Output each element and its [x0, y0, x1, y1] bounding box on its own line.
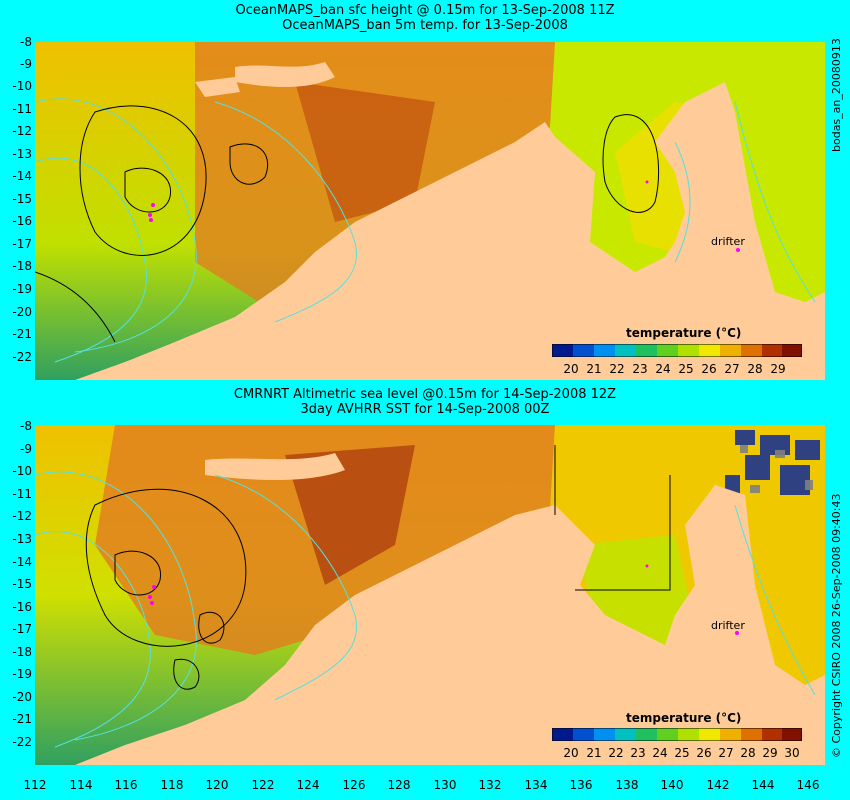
top-lat-tick: -10 — [12, 79, 32, 93]
lon-tick: 112 — [23, 778, 47, 792]
top-title-line1: OceanMAPS_ban sfc height @ 0.15m for 13-… — [235, 3, 615, 18]
bottom-cb-tick-29: 29 — [762, 746, 778, 760]
top-cb-tick-23: 23 — [632, 362, 648, 376]
top-lat-tick: -17 — [12, 237, 32, 251]
bottom-lat-tick: -22 — [12, 735, 32, 749]
bottom-lat-tick: -18 — [12, 645, 32, 659]
bottom-lat-tick: -8 — [20, 419, 32, 433]
lon-tick: 138 — [615, 778, 639, 792]
bottom-land — [75, 485, 825, 765]
top-drifter-markers — [148, 180, 740, 252]
bottom-lat-tick: -14 — [12, 555, 32, 569]
bottom-title-line1: CMRNRT Altimetric sea level @0.15m for 1… — [233, 387, 617, 402]
bottom-cb-tick-25: 25 — [674, 746, 690, 760]
bottom-map — [35, 425, 825, 765]
bottom-lat-tick: -21 — [12, 712, 32, 726]
lon-tick: 118 — [160, 778, 184, 792]
bottom-lat-tick: -15 — [12, 577, 32, 591]
lon-tick: 130 — [433, 778, 457, 792]
top-cb-tick-21: 21 — [586, 362, 602, 376]
lon-tick: 132 — [478, 778, 502, 792]
bottom-drifter-markers — [148, 564, 739, 635]
top-cb-tick-22: 22 — [609, 362, 625, 376]
bottom-lat-tick: -17 — [12, 622, 32, 636]
bottom-cb-tick-22: 22 — [608, 746, 624, 760]
top-cb-tick-24: 24 — [655, 362, 671, 376]
lon-tick: 134 — [524, 778, 548, 792]
top-cb-tick-29: 29 — [770, 362, 786, 376]
top-lat-tick: -20 — [12, 305, 32, 319]
bottom-lat-tick: -16 — [12, 600, 32, 614]
bottom-cb-tick-23: 23 — [630, 746, 646, 760]
top-lat-tick: -16 — [12, 214, 32, 228]
top-title-line2: OceanMAPS_ban 5m temp. for 13-Sep-2008 — [282, 18, 568, 33]
lon-tick: 120 — [205, 778, 229, 792]
bottom-lat-tick: -10 — [12, 464, 32, 478]
lon-tick: 144 — [751, 778, 775, 792]
top-land — [75, 82, 825, 380]
top-lat-tick: -13 — [12, 147, 32, 161]
bottom-lat-tick: -13 — [12, 532, 32, 546]
bottom-cloud-noise — [725, 430, 820, 495]
lon-tick: 136 — [569, 778, 593, 792]
top-lat-tick: -15 — [12, 192, 32, 206]
top-lat-tick: -9 — [20, 57, 32, 71]
lon-tick: 142 — [706, 778, 730, 792]
top-cb-tick-20: 20 — [563, 362, 579, 376]
bottom-colorbar-title: temperature (°C) — [626, 711, 742, 725]
bottom-cb-tick-20: 20 — [563, 746, 579, 760]
bottom-cb-tick-26: 26 — [696, 746, 712, 760]
top-lat-tick: -11 — [12, 102, 32, 116]
lon-tick: 116 — [114, 778, 138, 792]
lon-tick: 114 — [69, 778, 93, 792]
lon-tick: 140 — [660, 778, 684, 792]
bottom-title-line2: 3day AVHRR SST for 14-Sep-2008 00Z — [300, 402, 550, 417]
lon-tick: 126 — [342, 778, 366, 792]
top-cb-tick-25: 25 — [678, 362, 694, 376]
top-lat-tick: -21 — [12, 327, 32, 341]
top-lat-tick: -19 — [12, 282, 32, 296]
bottom-lat-tick: -20 — [12, 690, 32, 704]
top-cb-tick-27: 27 — [724, 362, 740, 376]
lon-tick: 122 — [251, 778, 275, 792]
top-cb-tick-28: 28 — [747, 362, 763, 376]
top-lat-tick: -22 — [12, 350, 32, 364]
lon-tick: 146 — [796, 778, 820, 792]
top-drifter-label: drifter — [711, 235, 745, 248]
top-lat-tick: -14 — [12, 169, 32, 183]
bottom-cb-tick-21: 21 — [586, 746, 602, 760]
bottom-lat-tick: -9 — [20, 442, 32, 456]
bottom-colorbar — [552, 728, 802, 741]
bottom-cb-tick-24: 24 — [652, 746, 668, 760]
top-lat-tick: -8 — [20, 35, 32, 49]
bottom-cb-tick-28: 28 — [740, 746, 756, 760]
bottom-cb-tick-27: 27 — [718, 746, 734, 760]
bottom-lat-tick: -11 — [12, 487, 32, 501]
bottom-cb-tick-30: 30 — [784, 746, 800, 760]
top-side-label: bodas_an_20080913 — [830, 38, 843, 152]
bottom-lat-tick: -12 — [12, 509, 32, 523]
top-cb-tick-26: 26 — [701, 362, 717, 376]
top-lat-tick: -18 — [12, 259, 32, 273]
top-map — [35, 42, 825, 380]
lon-tick: 124 — [296, 778, 320, 792]
top-lat-tick: -12 — [12, 124, 32, 138]
top-colorbar-title: temperature (°C) — [626, 326, 742, 340]
bottom-lat-tick: -19 — [12, 667, 32, 681]
bottom-side-label: © Copyright CSIRO 2008 26-Sep-2008 09:40… — [830, 493, 843, 759]
bottom-drifter-label: drifter — [711, 619, 745, 632]
lon-tick: 128 — [387, 778, 411, 792]
top-colorbar — [552, 344, 802, 357]
